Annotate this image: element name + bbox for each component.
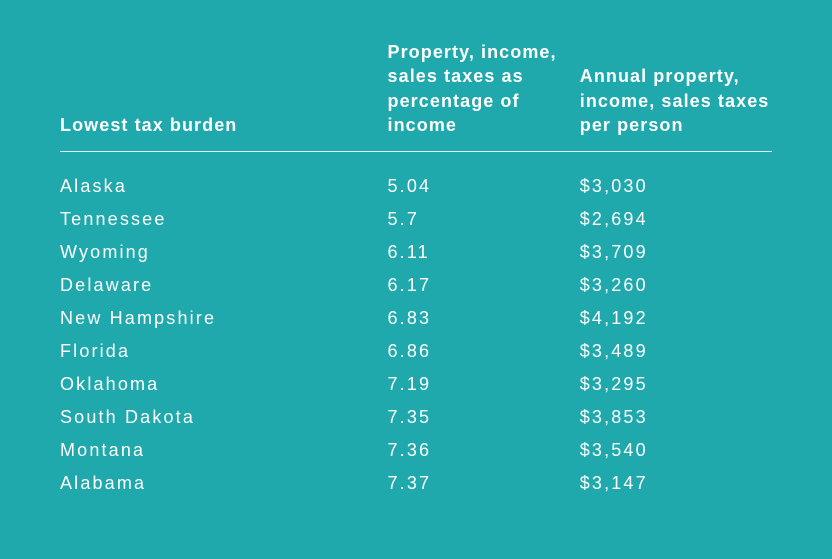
table-row: South Dakota 7.35 $3,853	[60, 401, 772, 434]
cell-pct: 7.37	[388, 473, 580, 494]
table-row: Florida 6.86 $3,489	[60, 335, 772, 368]
cell-annual: $3,030	[580, 176, 772, 197]
cell-state: New Hampshire	[60, 308, 388, 329]
cell-pct: 6.86	[388, 341, 580, 362]
table-header-row: Lowest tax burden Property, income, sale…	[60, 40, 772, 152]
table-row: New Hampshire 6.83 $4,192	[60, 302, 772, 335]
cell-state: Wyoming	[60, 242, 388, 263]
cell-state: Florida	[60, 341, 388, 362]
cell-annual: $3,295	[580, 374, 772, 395]
cell-pct: 5.04	[388, 176, 580, 197]
tax-burden-table: Lowest tax burden Property, income, sale…	[60, 40, 772, 500]
cell-state: Alabama	[60, 473, 388, 494]
cell-annual: $4,192	[580, 308, 772, 329]
cell-pct: 6.17	[388, 275, 580, 296]
cell-annual: $3,260	[580, 275, 772, 296]
cell-pct: 6.83	[388, 308, 580, 329]
cell-state: Montana	[60, 440, 388, 461]
table-row: Tennessee 5.7 $2,694	[60, 203, 772, 236]
table-row: Delaware 6.17 $3,260	[60, 269, 772, 302]
cell-pct: 7.35	[388, 407, 580, 428]
cell-state: Alaska	[60, 176, 388, 197]
table-row: Montana 7.36 $3,540	[60, 434, 772, 467]
table-body: Alaska 5.04 $3,030 Tennessee 5.7 $2,694 …	[60, 170, 772, 500]
table-row: Wyoming 6.11 $3,709	[60, 236, 772, 269]
column-header-percentage: Property, income, sales taxes as percent…	[388, 40, 580, 137]
table-row: Alabama 7.37 $3,147	[60, 467, 772, 500]
cell-pct: 7.19	[388, 374, 580, 395]
cell-annual: $3,709	[580, 242, 772, 263]
column-header-annual: Annual property, income, sales taxes per…	[580, 64, 772, 137]
cell-annual: $3,853	[580, 407, 772, 428]
cell-annual: $3,147	[580, 473, 772, 494]
cell-annual: $2,694	[580, 209, 772, 230]
cell-state: Delaware	[60, 275, 388, 296]
cell-pct: 5.7	[388, 209, 580, 230]
column-header-state: Lowest tax burden	[60, 113, 388, 137]
cell-annual: $3,489	[580, 341, 772, 362]
cell-state: South Dakota	[60, 407, 388, 428]
table-row: Alaska 5.04 $3,030	[60, 170, 772, 203]
cell-state: Tennessee	[60, 209, 388, 230]
table-row: Oklahoma 7.19 $3,295	[60, 368, 772, 401]
cell-pct: 6.11	[388, 242, 580, 263]
cell-annual: $3,540	[580, 440, 772, 461]
cell-state: Oklahoma	[60, 374, 388, 395]
cell-pct: 7.36	[388, 440, 580, 461]
